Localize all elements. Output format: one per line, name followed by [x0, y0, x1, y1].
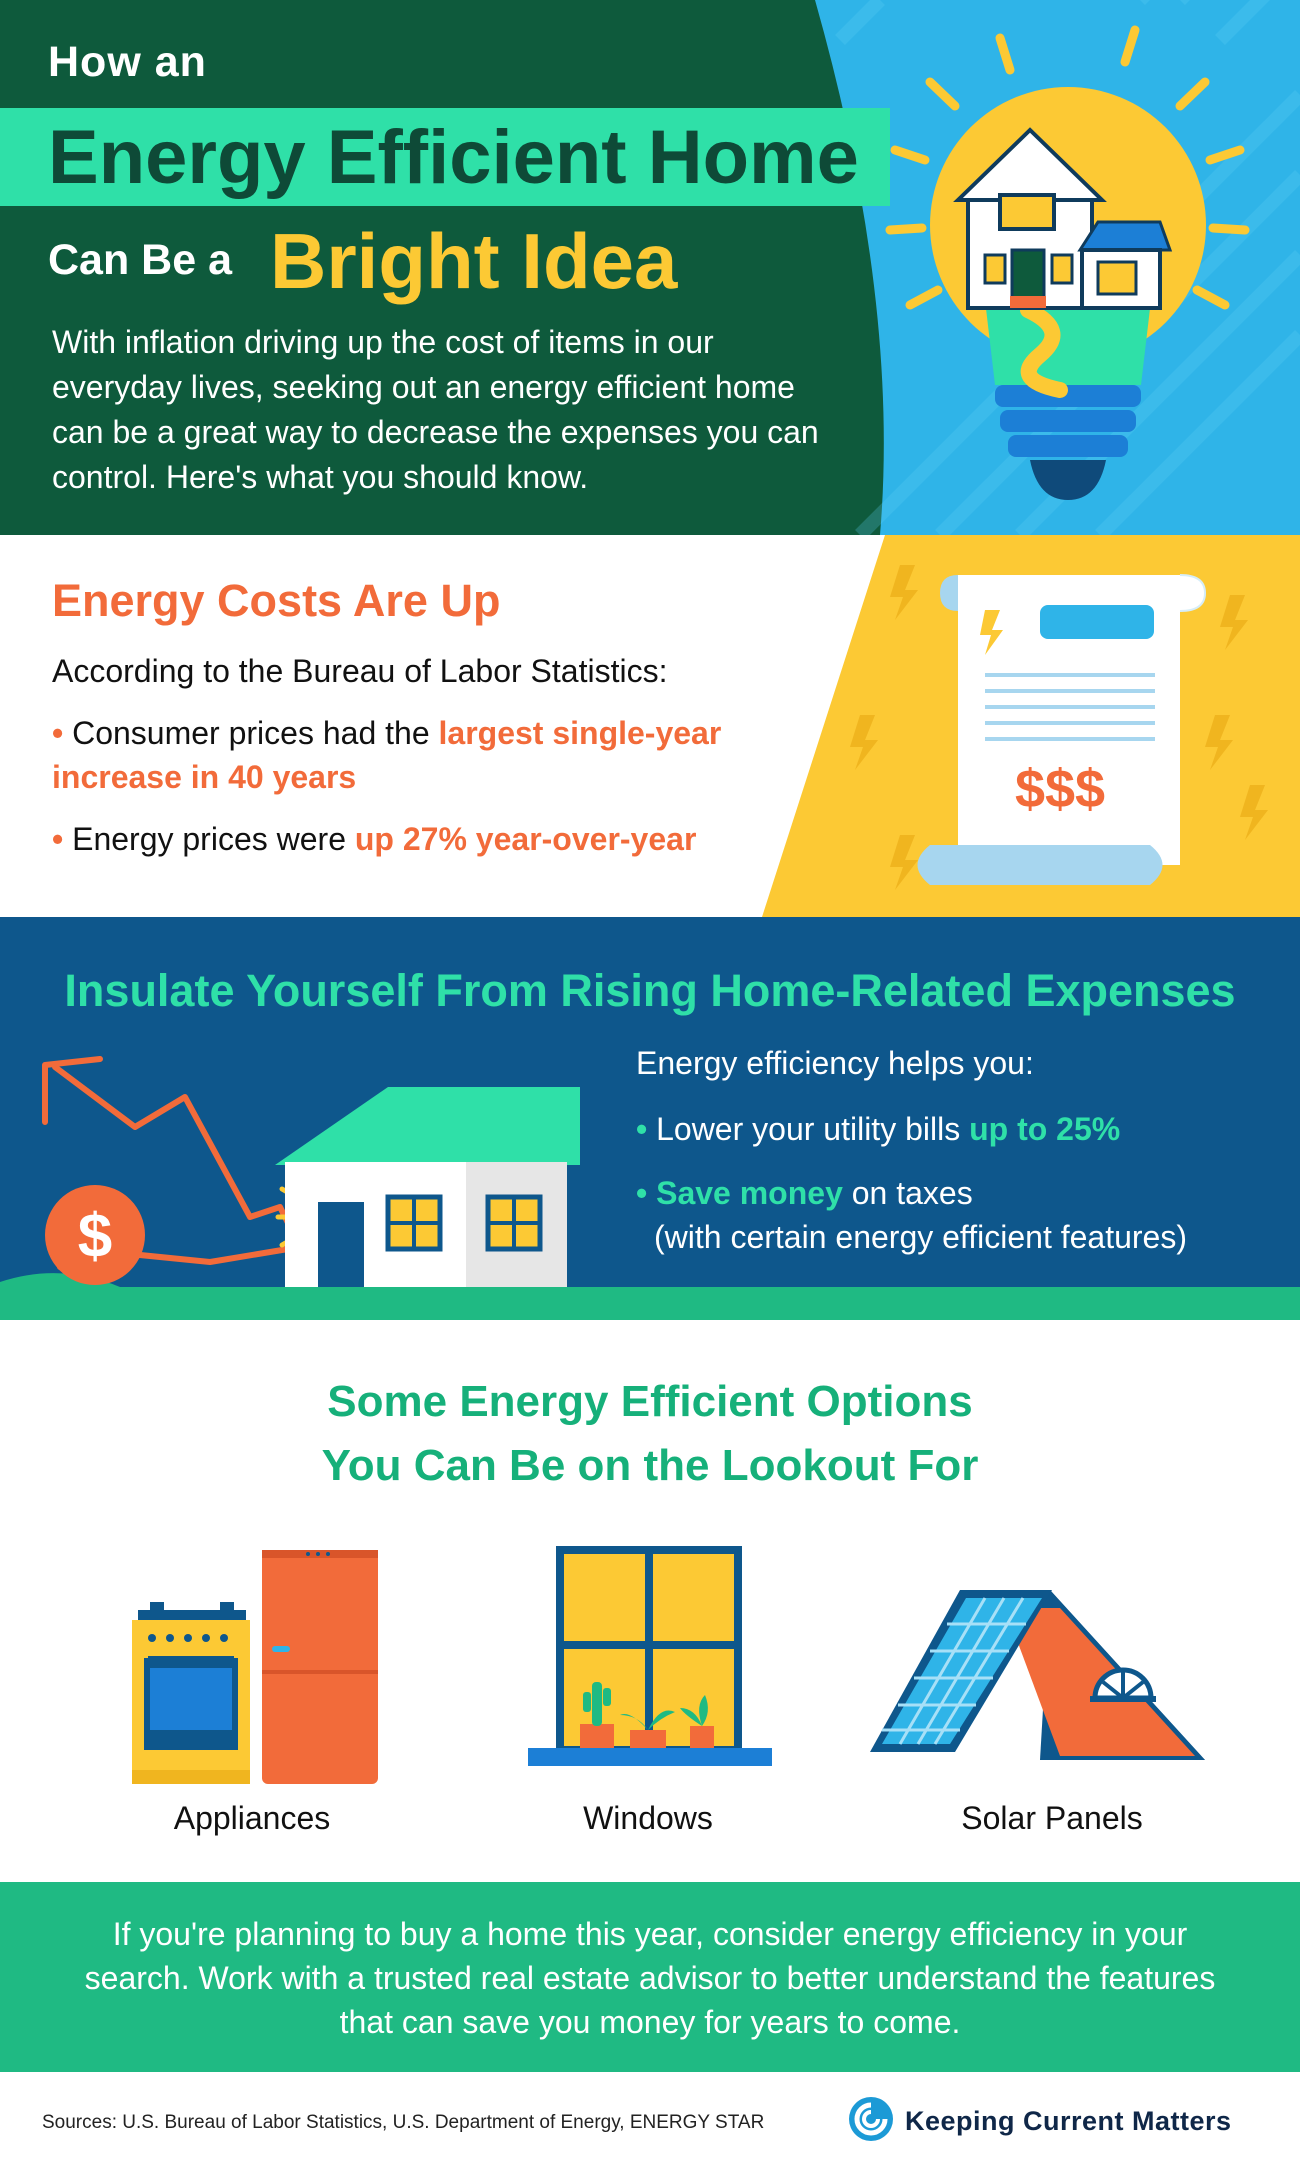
- dollar-coin-icon: $: [45, 1185, 145, 1285]
- insulate-section: $ Insulate Yourself From Rising Home-Rel…: [0, 917, 1300, 1320]
- solar-panel-icon: [870, 1590, 1205, 1760]
- insulate-bullet-2: • Save money on taxes (with certain ener…: [636, 1175, 1187, 1255]
- options-heading: Some Energy Efficient Options You Can Be…: [321, 1377, 979, 1490]
- insulate-background: $: [0, 1056, 1300, 1320]
- brand-name: Keeping Current Matters: [905, 2106, 1232, 2136]
- brand-logo-icon: [849, 2097, 893, 2141]
- closing-text: If you're planning to buy a home this ye…: [84, 1916, 1216, 2040]
- light-rays-icon: [885, 25, 1250, 310]
- energy-costs-section: $$$ Energy Costs Are Up According to the…: [0, 535, 1300, 917]
- insulate-bullet-2-note: (with certain energy efficient features): [654, 1219, 1187, 1255]
- svg-text:$: $: [78, 1202, 112, 1271]
- hero-kicker: How an: [48, 38, 207, 86]
- appliances-icon: [132, 1550, 378, 1784]
- hero-title: Energy Efficient Home: [48, 115, 859, 200]
- option-label-solar-panels: Solar Panels: [961, 1800, 1143, 1836]
- insulate-heading: Insulate Yourself From Rising Home-Relat…: [64, 965, 1236, 1016]
- window-icon: [528, 1546, 772, 1766]
- bill-scroll-icon: $$$: [917, 574, 1207, 885]
- hero-section: How an Energy Efficient Home Can Be a Br…: [0, 0, 1300, 535]
- option-label-appliances: Appliances: [173, 1800, 331, 1836]
- options-section: Some Energy Efficient Options You Can Be…: [0, 1320, 1300, 1882]
- hero-line3-accent: Bright Idea: [270, 217, 678, 305]
- hero-background: [0, 0, 1300, 535]
- options-illustrations: [132, 1546, 1205, 1784]
- costs-bullet-2: • Energy prices were up 27% year-over-ye…: [52, 821, 697, 857]
- sources-text: Sources: U.S. Bureau of Labor Statistics…: [42, 2112, 765, 2133]
- lightbulb-house-icon: [930, 87, 1206, 500]
- costs-background: $$$: [762, 535, 1300, 917]
- lightning-pattern-icon: [850, 565, 1268, 890]
- closing-section: If you're planning to buy a home this ye…: [0, 1882, 1300, 2072]
- footer: Sources: U.S. Bureau of Labor Statistics…: [0, 2072, 1300, 2175]
- costs-intro: According to the Bureau of Labor Statist…: [52, 653, 668, 689]
- hero-intro: With inflation driving up the cost of it…: [52, 324, 819, 495]
- insulate-bullet-1: • Lower your utility bills up to 25%: [636, 1111, 1121, 1147]
- house-icon: [275, 1087, 580, 1287]
- costs-bullet-1: • Consumer prices had the largest single…: [52, 715, 722, 795]
- bill-amount: $$$: [1015, 759, 1105, 819]
- rising-arrow-icon: [42, 1056, 303, 1270]
- insulate-intro: Energy efficiency helps you:: [636, 1045, 1034, 1081]
- costs-heading: Energy Costs Are Up: [52, 575, 501, 626]
- option-label-windows: Windows: [583, 1800, 713, 1836]
- hero-line3-prefix: Can Be a: [48, 236, 233, 284]
- title-band: [0, 108, 890, 206]
